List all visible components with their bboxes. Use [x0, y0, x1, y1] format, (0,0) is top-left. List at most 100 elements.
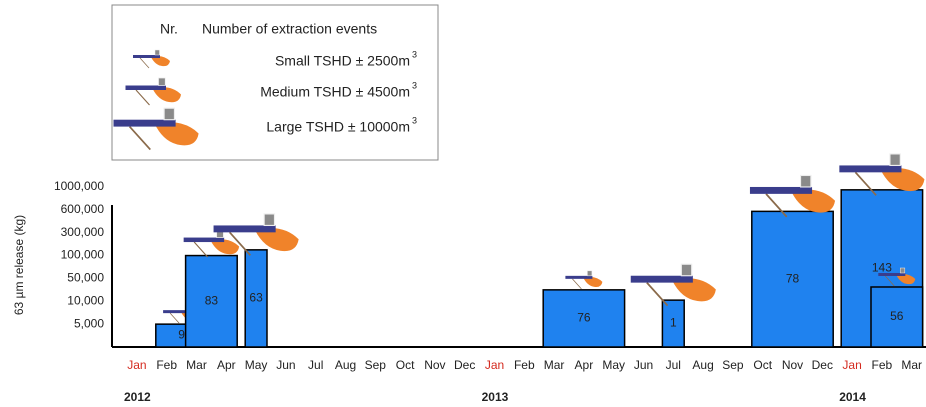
- dredge-plume: [791, 189, 836, 213]
- dredge-arm: [229, 231, 251, 256]
- year-label: 2012: [124, 390, 151, 404]
- deckhouse: [154, 49, 160, 56]
- x-tick-label: Jun: [276, 358, 295, 372]
- x-tick-label: Nov: [424, 358, 445, 372]
- legend-label: Large TSHD ± 10000m: [266, 119, 410, 135]
- hull: [749, 186, 813, 194]
- bar-label: 56: [890, 309, 904, 323]
- legend-header-nr: Nr.: [160, 21, 178, 37]
- x-tick-label: Feb: [872, 358, 893, 372]
- y-tick-label: 50,000: [67, 271, 104, 285]
- y-tick-label: 100,000: [61, 248, 105, 262]
- deckhouse: [889, 153, 901, 167]
- year-label: 2014: [839, 390, 866, 404]
- deckhouse: [680, 263, 693, 277]
- dredge-plume: [151, 56, 170, 67]
- legend-power: 3: [412, 80, 417, 90]
- dredge-plume: [880, 167, 925, 192]
- hull: [630, 275, 693, 283]
- y-tick-label: 10,000: [67, 293, 104, 307]
- vessel-icon: [113, 107, 199, 151]
- bar: [244, 249, 268, 348]
- dredge-arm: [139, 57, 150, 69]
- deckhouse: [587, 270, 593, 277]
- x-tick-label: Mar: [544, 358, 565, 372]
- dredge-arm: [572, 278, 582, 290]
- dredge-arm: [854, 171, 877, 196]
- x-tick-label: Sep: [365, 358, 387, 372]
- x-tick-label: Jan: [842, 358, 861, 372]
- bar-label: 143: [872, 261, 892, 275]
- dredge-plume: [583, 276, 603, 287]
- hull: [878, 272, 906, 276]
- x-tick-label: Aug: [335, 358, 356, 372]
- hull: [183, 237, 225, 243]
- y-tick-label: 300,000: [61, 225, 105, 239]
- dredge-arm: [135, 89, 150, 106]
- hull: [133, 55, 160, 58]
- vessel-icon: [125, 77, 181, 106]
- deckhouse: [263, 213, 276, 227]
- hull: [839, 165, 902, 173]
- bar: [184, 254, 238, 348]
- x-tick-label: Oct: [753, 358, 772, 372]
- y-tick-label: 600,000: [61, 202, 105, 216]
- bar: [751, 210, 834, 348]
- bar-label: 63: [249, 291, 263, 305]
- y-axis-label: 63 µm release (kg): [12, 215, 26, 315]
- legend-header: Number of extraction events: [202, 21, 377, 37]
- dredge-plume: [254, 227, 299, 252]
- deckhouse: [163, 107, 176, 121]
- dredge-arm: [885, 275, 895, 287]
- legend-power: 3: [412, 49, 417, 59]
- vessel-icon: [213, 213, 299, 256]
- x-tick-label: Mar: [186, 358, 207, 372]
- x-tick-label: Dec: [454, 358, 475, 372]
- dredge-arm: [193, 241, 209, 258]
- x-tick-label: Jul: [666, 358, 681, 372]
- x-tick-label: Sep: [722, 358, 744, 372]
- x-tick-label: Nov: [782, 358, 803, 372]
- year-label: 2013: [482, 390, 509, 404]
- legend-label: Small TSHD ± 2500m: [275, 53, 410, 69]
- x-tick-label: Mar: [901, 358, 922, 372]
- bar-label: 78: [786, 271, 800, 285]
- dredge-plume: [210, 239, 240, 255]
- x-tick-label: Dec: [812, 358, 833, 372]
- dredge-arm: [169, 312, 180, 324]
- hull: [163, 310, 191, 314]
- bar-label: 1: [670, 316, 677, 330]
- y-tick-label: 5,000: [74, 316, 104, 330]
- x-tick-label: Feb: [514, 358, 535, 372]
- deckhouse: [158, 77, 166, 86]
- dredge-arm: [646, 282, 669, 307]
- vessel-icon: [630, 263, 716, 307]
- vessel-icon: [749, 174, 836, 218]
- dredge-plume: [896, 274, 916, 285]
- deckhouse: [799, 174, 812, 188]
- legend-label: Medium TSHD ± 4500m: [260, 84, 410, 100]
- bar: [870, 286, 924, 348]
- x-tick-label: Jan: [485, 358, 504, 372]
- hull: [125, 85, 166, 90]
- hull: [113, 119, 176, 127]
- hull: [213, 225, 276, 233]
- dredge-plume: [154, 122, 199, 146]
- dredge-arm: [765, 193, 788, 218]
- x-tick-label: May: [245, 358, 268, 372]
- vessel-icon: [839, 153, 925, 196]
- dredge-arm: [128, 126, 151, 151]
- deckhouse: [900, 267, 906, 274]
- vessel-icon: [878, 267, 916, 287]
- x-tick-label: Aug: [692, 358, 713, 372]
- vessel-icon: [133, 49, 170, 69]
- x-tick-label: May: [602, 358, 625, 372]
- dredge-plume: [152, 87, 181, 103]
- hull: [565, 275, 593, 279]
- x-tick-label: Oct: [396, 358, 415, 372]
- dredge-plume: [672, 278, 716, 302]
- bar: [542, 289, 626, 348]
- legend-power: 3: [412, 115, 417, 125]
